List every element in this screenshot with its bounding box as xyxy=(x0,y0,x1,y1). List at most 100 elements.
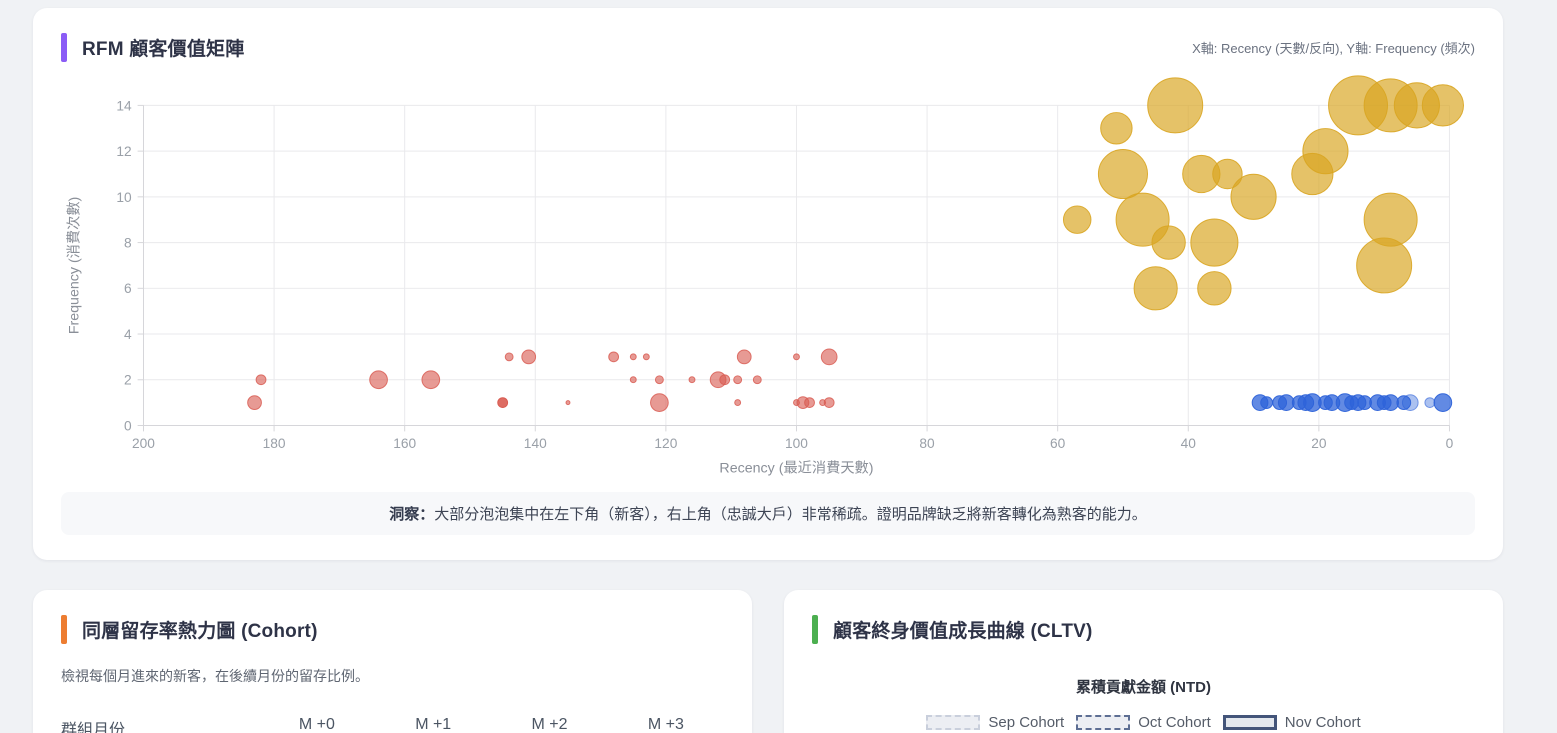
bubble-point xyxy=(1421,84,1464,127)
cohort-card-title: 同層留存率熱力圖 (Cohort) xyxy=(82,620,318,642)
cohort-subtitle: 檢視每個月進來的新客，在後續月份的留存比例。 xyxy=(61,667,369,684)
bubble-point xyxy=(1212,158,1243,190)
bubble-point xyxy=(1230,173,1277,220)
bubble-point xyxy=(734,399,742,407)
bubble-point xyxy=(1396,395,1412,410)
bubble-point xyxy=(1151,225,1186,260)
bubble-point xyxy=(1062,205,1092,234)
rfm-insight-label: 洞察： xyxy=(389,505,435,523)
rfm-card: RFM 顧客價值矩陣 X軸: Recency (天數/反向), Y軸: Freq… xyxy=(33,8,1503,560)
bubble-point xyxy=(1133,266,1178,311)
bubble-point xyxy=(1433,393,1453,412)
cohort-card-header: 同層留存率熱力圖 (Cohort) xyxy=(61,614,724,644)
svg-text:6: 6 xyxy=(124,281,132,296)
svg-text:14: 14 xyxy=(116,98,132,113)
y-axis-title: Frequency (消費次數) xyxy=(66,197,83,334)
svg-text:140: 140 xyxy=(524,436,547,451)
bubble-series-segment-blue xyxy=(1251,393,1453,412)
svg-text:12: 12 xyxy=(116,144,131,159)
legend-label: Nov Cohort xyxy=(1284,713,1361,731)
svg-text:160: 160 xyxy=(393,436,416,451)
bubble-point xyxy=(1100,112,1133,145)
cltv-card-title: 顧客終身價值成長曲線 (CLTV) xyxy=(833,620,1093,642)
bubble-point xyxy=(565,400,571,406)
bubble-point xyxy=(752,375,762,385)
bubble-point xyxy=(504,352,514,362)
svg-text:10: 10 xyxy=(116,190,132,205)
cltv-card-header: 顧客終身價值成長曲線 (CLTV) xyxy=(812,614,1475,644)
rfm-bubble-chart: 200 180 160 140 120 100 80 60 40 20 0 0 2 4 6 8 10 12 14 Re… xyxy=(61,72,1475,480)
bubble-point xyxy=(1401,394,1419,411)
rfm-insight-text: 大部分泡泡集中在左下角（新客），右上角（忠誠大戶）非常稀疏。證明品牌缺乏將新客轉… xyxy=(434,505,1147,523)
bubble-point xyxy=(1356,237,1413,294)
rfm-card-title: RFM 顧客價值矩陣 xyxy=(82,39,245,60)
chart-gridlines xyxy=(143,104,1450,426)
cohort-accent-bar xyxy=(61,614,67,644)
bubble-point xyxy=(642,353,650,361)
rfm-insight-bar: 洞察：大部分泡泡集中在左下角（新客），右上角（忠誠大戶）非常稀疏。證明品牌缺乏將… xyxy=(61,491,1475,535)
cohort-column-header: M +2 xyxy=(531,715,568,733)
bubble-point xyxy=(1197,271,1232,306)
bubble-point xyxy=(823,397,835,409)
bubble-point xyxy=(733,375,743,385)
legend-swatch xyxy=(1222,714,1277,730)
cltv-legend: Sep Cohort Oct Cohort Nov Cohort xyxy=(812,714,1475,731)
legend-label: Sep Cohort xyxy=(988,713,1065,731)
svg-text:40: 40 xyxy=(1181,436,1197,451)
svg-text:4: 4 xyxy=(124,327,132,342)
bubble-point xyxy=(421,370,441,390)
legend-item[interactable]: Sep Cohort xyxy=(926,714,1064,731)
svg-text:80: 80 xyxy=(919,436,935,451)
svg-text:120: 120 xyxy=(654,436,677,451)
rfm-axis-note: X軸: Recency (天數/反向), Y軸: Frequency (頻次) xyxy=(1192,41,1475,56)
svg-text:60: 60 xyxy=(1050,436,1066,451)
bubble-point xyxy=(1260,396,1274,409)
cohort-column-header: M +0 xyxy=(298,715,335,733)
legend-swatch xyxy=(926,714,981,730)
bubble-point xyxy=(736,349,752,365)
svg-text:200: 200 xyxy=(132,436,155,451)
bubble-point xyxy=(247,395,262,410)
cohort-column-header: 群組月份 xyxy=(61,721,126,733)
bubble-point xyxy=(654,375,664,385)
bubble-series-segment-red xyxy=(247,348,838,412)
x-axis-title: Recency (最近消費天數) xyxy=(719,460,873,477)
cltv-chart-title: 累積貢獻金額 (NTD) xyxy=(1076,678,1211,696)
rfm-bubble-chart-svg: 200 180 160 140 120 100 80 60 40 20 002468101214Re… xyxy=(66,75,1464,477)
rfm-card-header: RFM 顧客價值矩陣 X軸: Recency (天數/反向), Y軸: Freq… xyxy=(61,33,1475,62)
bubble-point xyxy=(1190,218,1239,267)
bubble-point xyxy=(1424,397,1436,409)
bubble-point xyxy=(793,353,800,361)
cohort-column-header: M +1 xyxy=(415,715,452,733)
bubble-point xyxy=(629,353,637,361)
bubble-point xyxy=(497,397,509,409)
bubble-point xyxy=(629,376,637,384)
bubble-point xyxy=(1382,394,1399,411)
legend-item[interactable]: Oct Cohort xyxy=(1076,714,1211,731)
bubble-point xyxy=(650,393,669,412)
legend-item[interactable]: Nov Cohort xyxy=(1222,713,1361,731)
bubble-point xyxy=(369,370,388,390)
cohort-card: 同層留存率熱力圖 (Cohort) 檢視每個月進來的新客，在後續月份的留存比例。… xyxy=(33,589,752,733)
bubble-point xyxy=(608,351,620,363)
bubble-point xyxy=(804,397,815,409)
bubble-point xyxy=(1302,128,1349,175)
legend-swatch xyxy=(1076,714,1131,730)
svg-text:20: 20 xyxy=(1311,436,1327,451)
cltv-card: 顧客終身價值成長曲線 (CLTV) 累積貢獻金額 (NTD) Sep Cohor… xyxy=(784,589,1503,733)
bubble-point xyxy=(1277,394,1295,411)
bubble-series-segment-gold xyxy=(1062,75,1464,311)
legend-label: Oct Cohort xyxy=(1138,713,1211,731)
cohort-column-header: M +3 xyxy=(647,715,684,733)
svg-text:180: 180 xyxy=(263,436,286,451)
svg-text:0: 0 xyxy=(1446,436,1454,451)
cltv-accent-bar xyxy=(812,614,818,644)
bubble-point xyxy=(1097,148,1149,200)
bubble-point xyxy=(1147,77,1204,134)
bubble-point xyxy=(521,349,537,365)
cohort-table-header: 群組月份 M +0 M +1 M +2 M +3 xyxy=(61,716,724,733)
svg-text:2: 2 xyxy=(124,373,132,388)
bubble-point xyxy=(255,374,267,386)
